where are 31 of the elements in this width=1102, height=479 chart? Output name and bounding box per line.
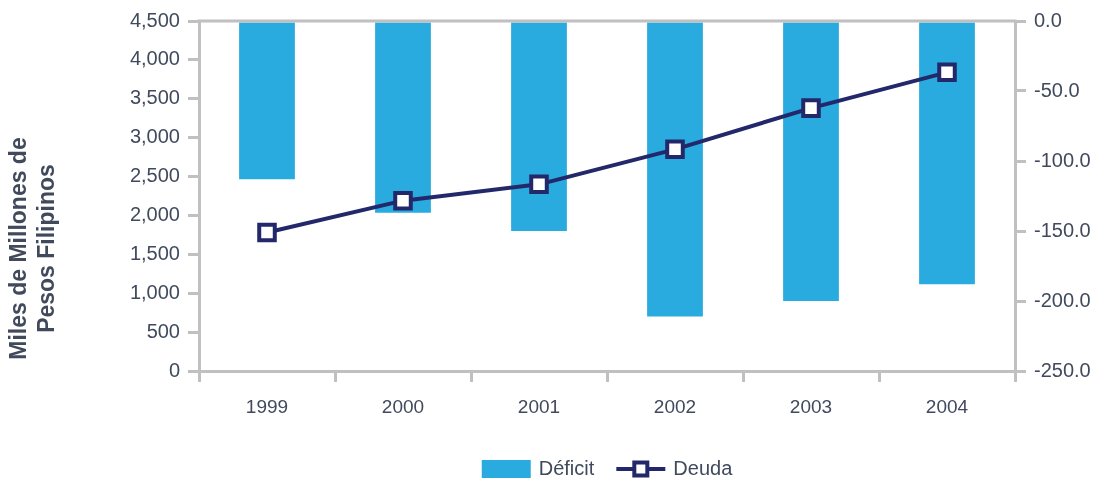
y-tick-label: 4,500	[129, 8, 180, 31]
y-tick-label: 1,000	[129, 280, 180, 303]
y2-tick-label: -50.0	[1034, 78, 1080, 101]
y-tick-label: 2,000	[129, 202, 180, 225]
y2-tick-label: -150.0	[1034, 218, 1091, 241]
point	[529, 174, 549, 195]
y-tick-label: 3,000	[129, 125, 180, 148]
x-tick-label: 1999	[245, 395, 289, 417]
point	[937, 62, 957, 83]
point	[393, 190, 413, 211]
y-tick-label: 2,500	[129, 164, 180, 187]
point	[665, 139, 685, 160]
legend-label: Deuda	[673, 456, 734, 479]
y2-tick-label: -100.0	[1034, 148, 1091, 171]
x-tick-label: 2003	[789, 395, 833, 417]
y-tick-label: 4,000	[129, 47, 180, 70]
legend-label: Déficit	[538, 456, 595, 479]
x-tick-label: 2002	[653, 395, 697, 417]
y2-tick-label: -250.0	[1034, 358, 1091, 381]
y-tick-label: 0	[168, 358, 180, 381]
x-tick-label: 2004	[925, 395, 969, 417]
y2-tick-label: 0.0	[1034, 8, 1062, 31]
y-tick-label: 3,500	[129, 86, 180, 109]
x-tick-label: 2001	[517, 395, 561, 417]
y-tick-label: 500	[146, 319, 180, 342]
point	[801, 98, 821, 118]
y-axis-title: Miles de Millones de Pesos Filipinos	[4, 137, 60, 360]
y-tick-label: 1,500	[129, 241, 180, 264]
y2-tick-label: -200.0	[1034, 288, 1091, 311]
x-tick-label: 2000	[381, 395, 425, 417]
point	[257, 222, 277, 243]
